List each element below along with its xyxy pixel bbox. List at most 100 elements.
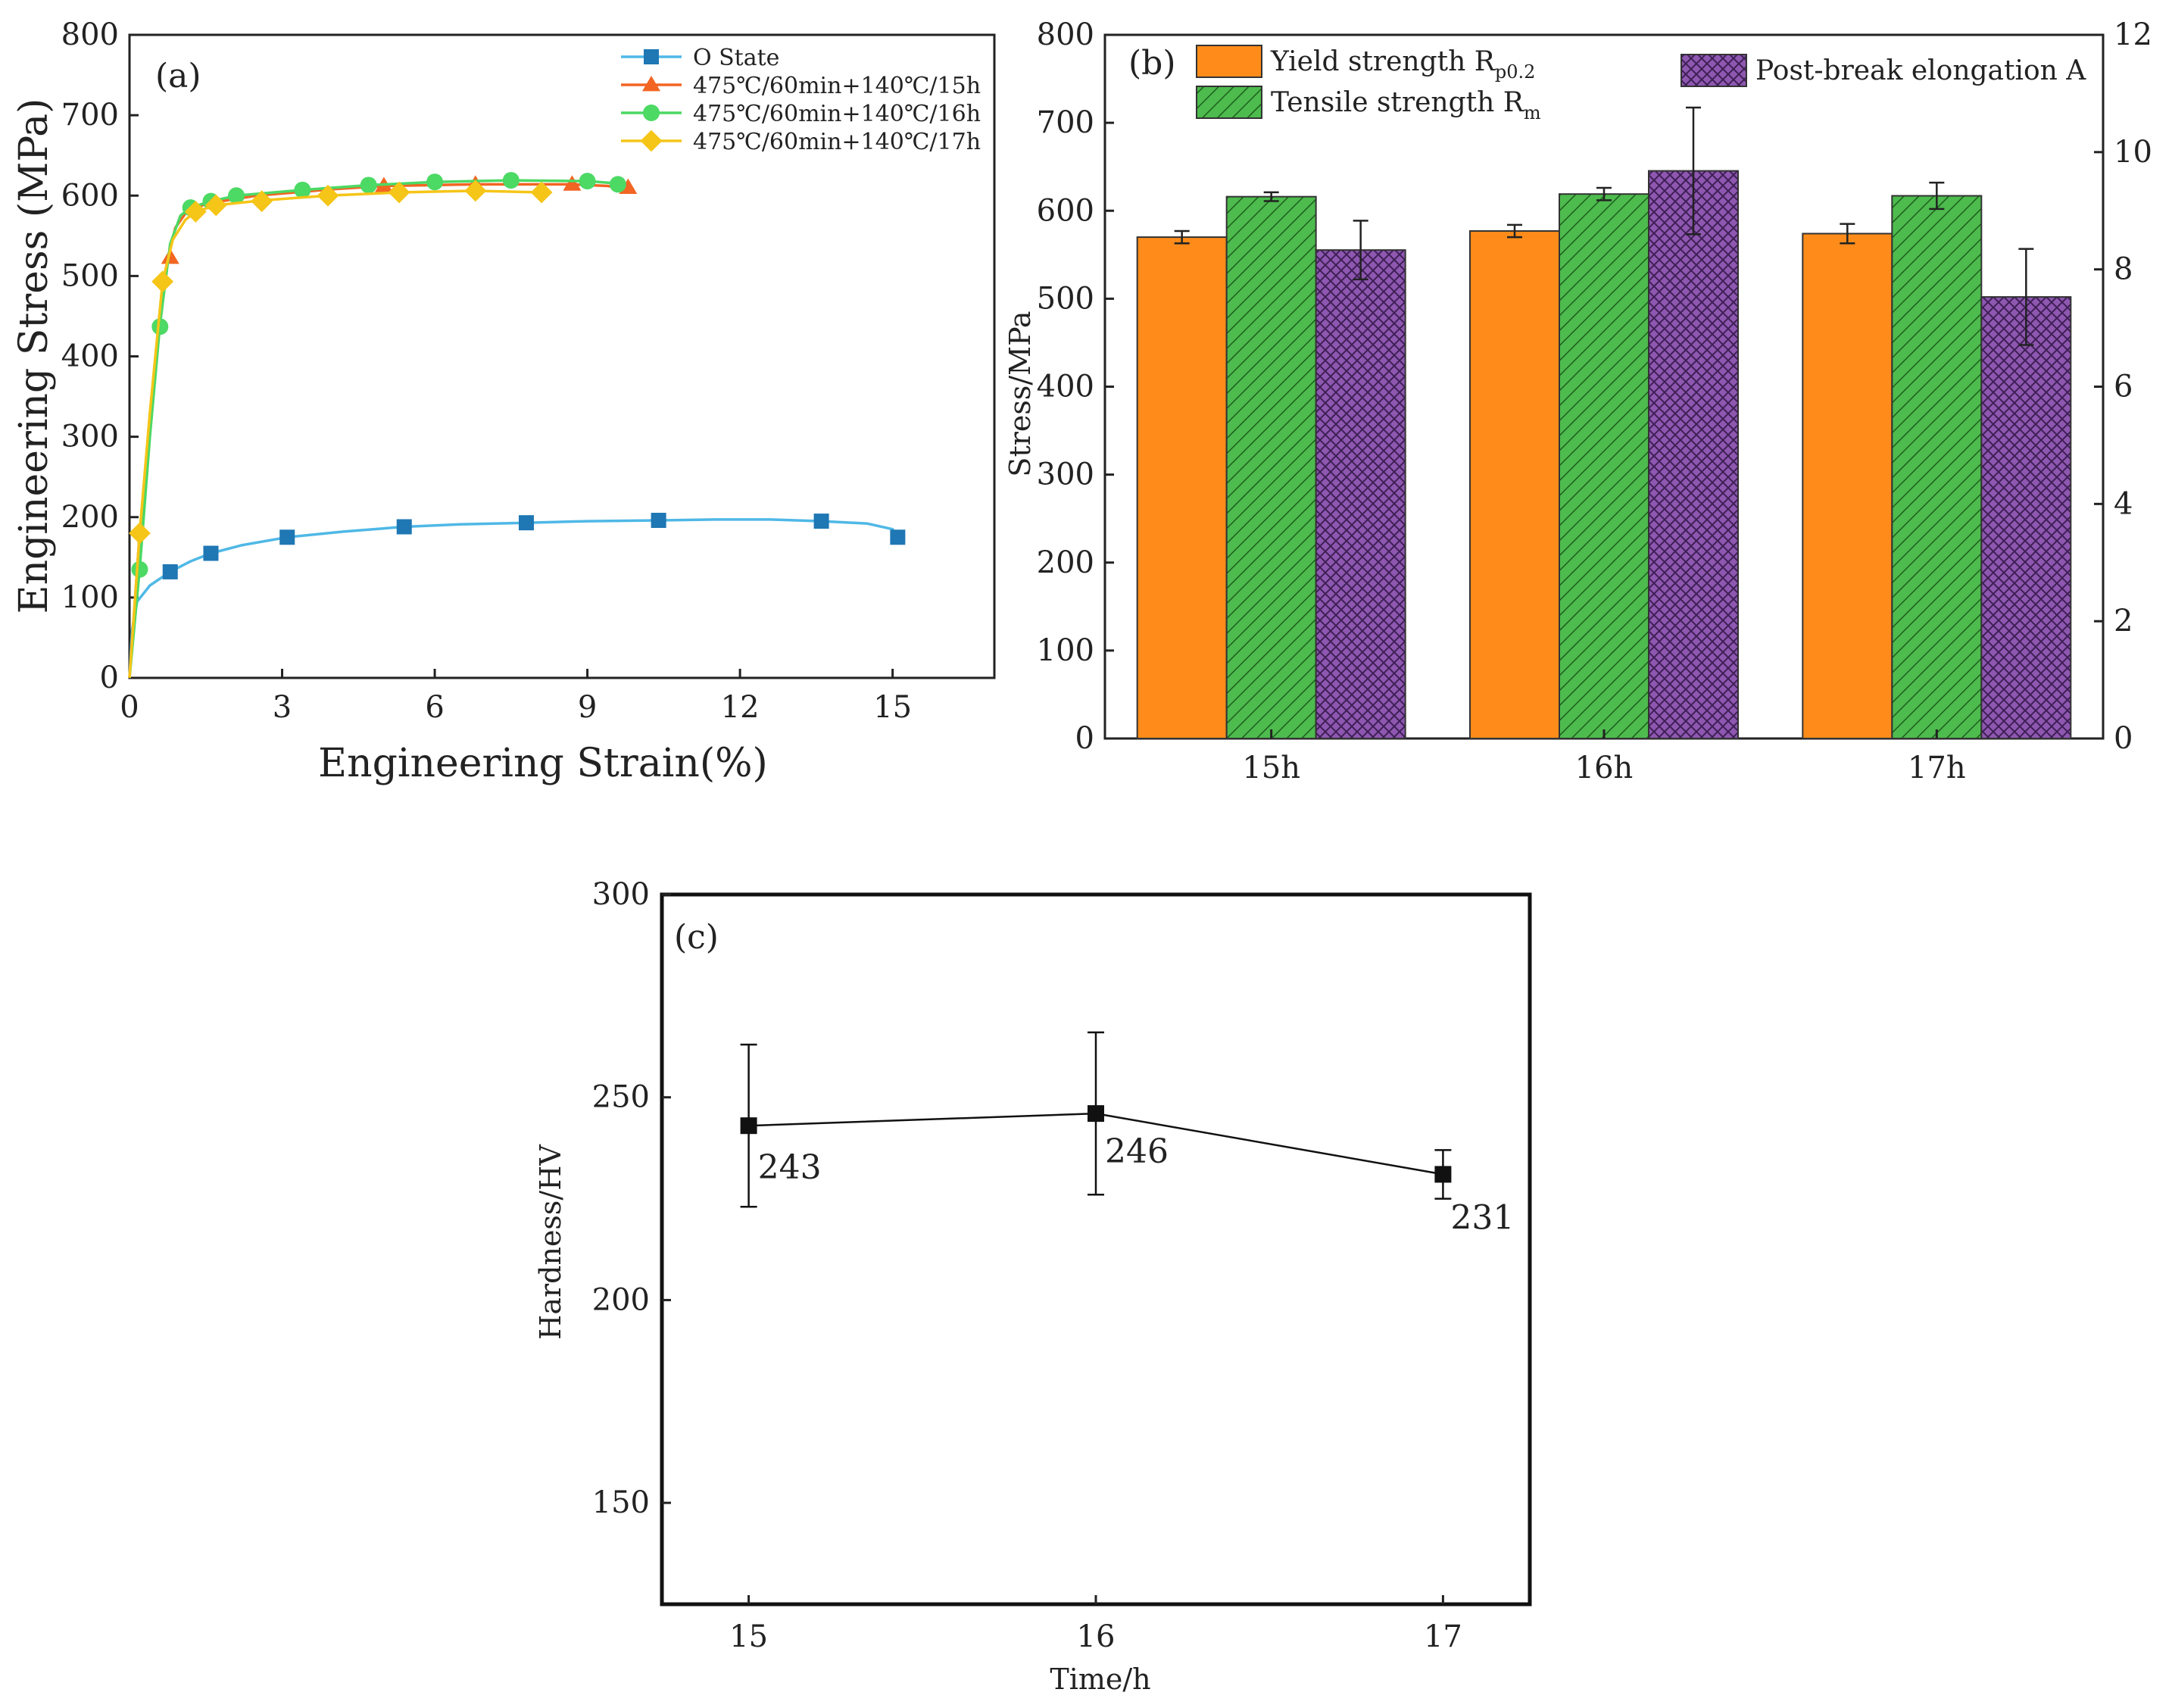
data-point-a [579, 173, 596, 190]
legend-swatch-b [1196, 45, 1262, 78]
bar-17h-0 [1802, 233, 1893, 739]
y-tick-label-b: 300 [1037, 457, 1094, 492]
y-tick-label-b: 500 [1037, 281, 1094, 316]
legend-marker-a [644, 49, 659, 64]
legend-marker-a [642, 76, 660, 92]
data-point-c [1434, 1166, 1452, 1183]
series-line-a [128, 518, 899, 679]
x-axis-label-c: Time/h [1050, 1663, 1150, 1696]
bar-16h-2 [1648, 170, 1739, 739]
bar-15h-2 [1315, 249, 1406, 740]
x-tick-label-a: 9 [578, 690, 597, 725]
y-tick-label-b: 400 [1037, 370, 1094, 404]
series-line-a [128, 179, 619, 679]
data-point-a [184, 201, 207, 223]
data-point-a [151, 318, 169, 336]
y-tick-label-a: 500 [61, 258, 119, 293]
legend-text-b: Post-break elongation A [1755, 55, 2086, 86]
legend-label-b: Tensile strength Rm [1271, 87, 1541, 123]
y2-tick-label-b: 2 [2114, 604, 2133, 639]
data-point-a [161, 248, 179, 264]
y-tick-label-b: 0 [1075, 721, 1094, 756]
legend-text-b: Yield strength R [1270, 46, 1496, 77]
data-point-a [360, 176, 377, 194]
data-point-a [518, 515, 534, 531]
legend-text-b: Tensile strength R [1271, 87, 1524, 118]
legend-label-a: 475℃/60min+140℃/17h [693, 129, 981, 155]
y-tick-label-a: 400 [61, 339, 119, 374]
data-point-a [563, 175, 582, 191]
data-point-a [129, 522, 151, 545]
data-point-a [464, 180, 487, 202]
legend-subscript-b: m [1524, 102, 1541, 123]
legend-marker-a [643, 105, 660, 121]
y-tick-label-a: 0 [100, 660, 119, 695]
data-point-a [251, 190, 273, 213]
legend-a: O State475℃/60min+140℃/15h475℃/60min+140… [621, 45, 981, 155]
y-tick-label-a: 200 [61, 500, 119, 535]
data-label-c: 243 [758, 1148, 822, 1187]
x-axis-label-a: Engineering Strain(%) [318, 741, 768, 786]
data-point-a [651, 512, 666, 528]
data-point-a [203, 545, 219, 561]
y-tick-label-b: 100 [1037, 633, 1094, 668]
y2-tick-label-b: 12 [2114, 17, 2152, 52]
data-point-a [530, 181, 553, 204]
data-point-a [131, 560, 148, 578]
series-a-1 [128, 175, 638, 679]
data-point-a [388, 181, 410, 204]
y-ticks-a: 0 100 200 300 400 500 600 700 800 [61, 17, 139, 695]
x-tick-label-b: 16h [1575, 751, 1634, 785]
y-tick-label-c: 300 [592, 877, 650, 912]
series-a-3 [128, 180, 553, 679]
x-tick-label-c: 15 [729, 1619, 768, 1654]
data-point-a [813, 514, 829, 529]
data-point-a [204, 194, 227, 217]
x-tick-label-c: 16 [1077, 1619, 1116, 1654]
x-tick-label-c: 17 [1424, 1619, 1462, 1654]
legend-label-a: O State [693, 45, 779, 71]
y-axis-label-c: Hardness/HV [534, 1144, 567, 1340]
y-tick-label-a: 600 [61, 178, 119, 213]
data-point-c [740, 1117, 757, 1135]
bars-group-b [1136, 106, 2072, 740]
bar-16h-1 [1559, 193, 1649, 739]
legend-label-b: Post-break elongation A [1755, 55, 2086, 86]
bar-15h-0 [1136, 236, 1228, 739]
data-point-a [151, 270, 174, 293]
panel-label-b: (b) [1128, 44, 1176, 83]
x-tick-label-a: 6 [425, 690, 444, 725]
y-tick-label-a: 700 [61, 98, 119, 133]
legend-b: Yield strength Rp0.2 Tensile strength Rm P… [1196, 45, 2086, 123]
series-a-2 [128, 172, 626, 679]
y-tick-label-a: 100 [61, 580, 119, 615]
data-point-a [317, 184, 339, 207]
y-tick-label-c: 250 [592, 1080, 650, 1115]
y2-ticks-b: 0 2 4 6 8 10 12 [2094, 17, 2152, 756]
x-ticks-b: 15h 16h 17h [1242, 729, 1966, 785]
data-point-a [279, 529, 295, 545]
y-tick-label-a: 300 [61, 420, 119, 454]
y-axis-label-b: Stress/MPa [1003, 311, 1037, 476]
y2-tick-label-b: 8 [2114, 252, 2133, 287]
legend-label-a: 475℃/60min+140℃/16h [693, 101, 981, 127]
data-point-a [396, 519, 412, 535]
bar-15h-1 [1225, 195, 1317, 740]
bar-17h-1 [1891, 195, 1983, 740]
series-a-0 [128, 512, 906, 679]
panel-label-c: (c) [674, 918, 719, 957]
data-label-c: 231 [1450, 1198, 1514, 1237]
data-point-a [162, 564, 178, 579]
y-tick-label-b: 800 [1037, 17, 1094, 52]
y-ticks-b: 0 100 200 300 400 500 600 700 800 [1037, 17, 1114, 756]
y-axis-label-a: Engineering Stress (MPa) [11, 98, 57, 614]
y-tick-label-a: 800 [61, 17, 119, 52]
y-ticks-c: 150 200 250 300 [592, 877, 671, 1520]
x-ticks-c: 15 16 17 [729, 1595, 1462, 1654]
y-tick-label-c: 200 [592, 1282, 650, 1317]
legend-swatch-b [1680, 54, 1747, 87]
bar-17h-2 [1980, 296, 2072, 739]
x-tick-label-b: 17h [1908, 751, 1966, 785]
series-group-c: 243 246 231 [740, 1031, 1514, 1237]
